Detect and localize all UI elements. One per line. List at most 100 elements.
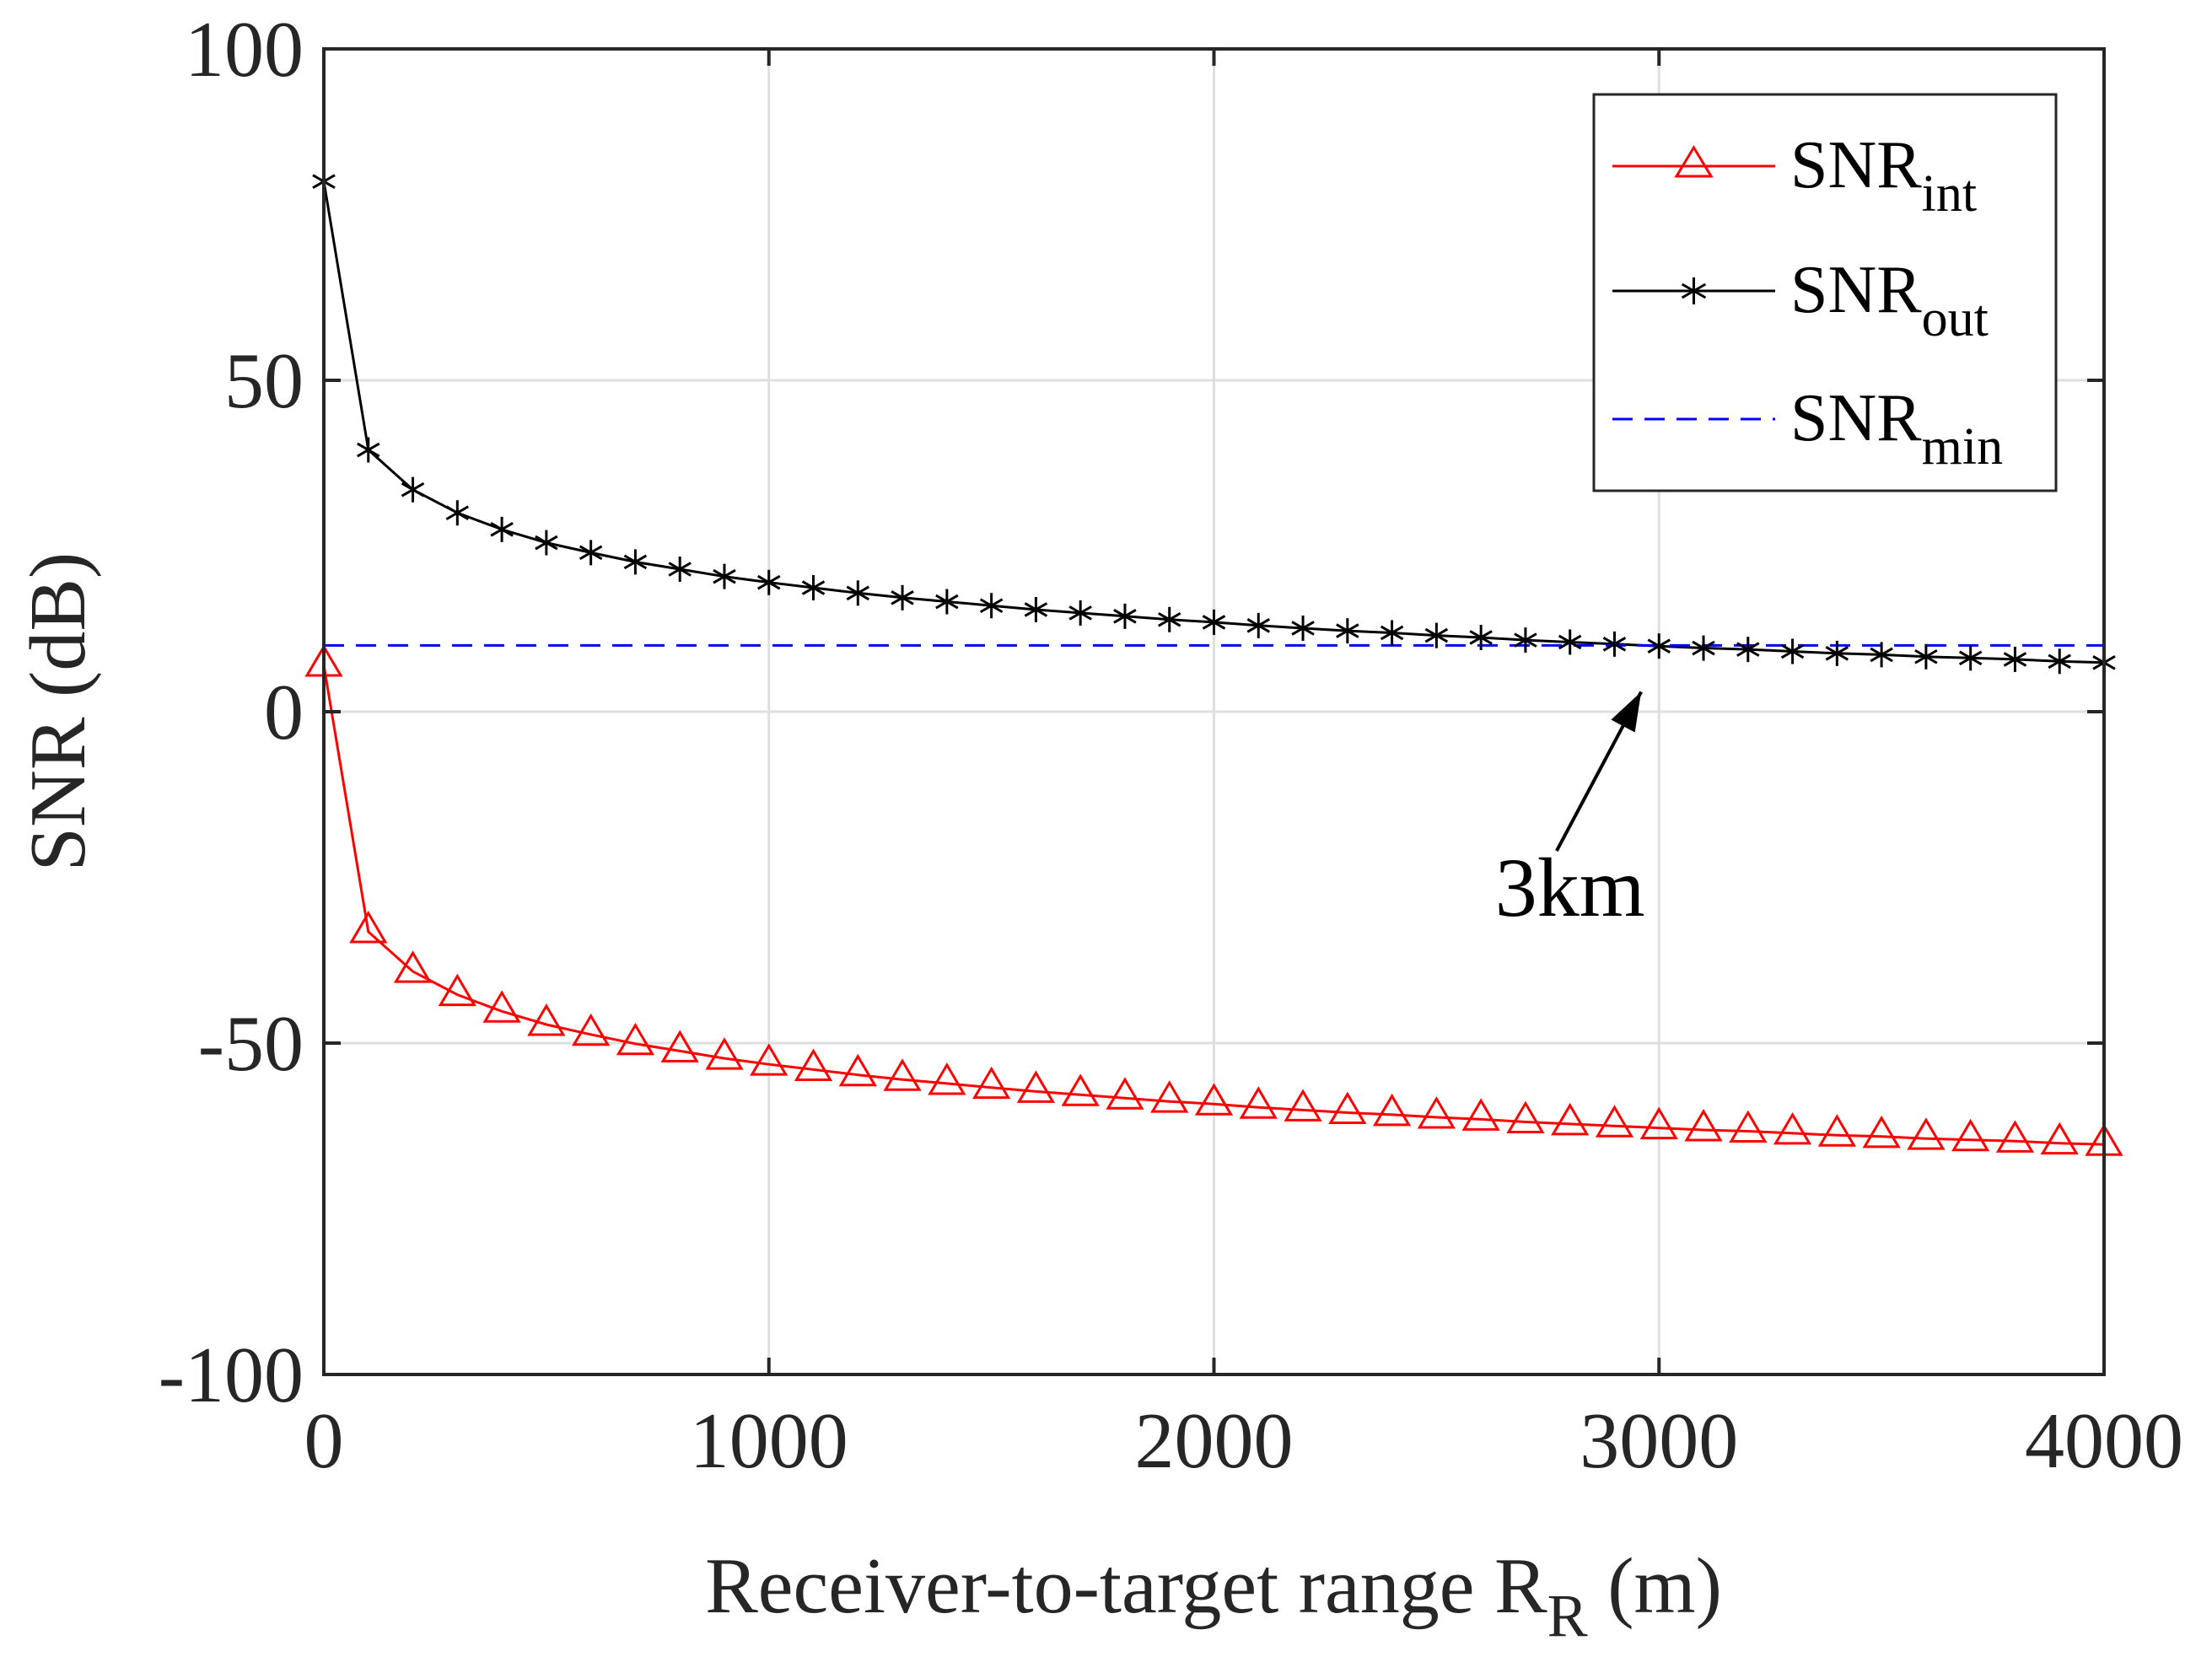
triangle-marker (1729, 1110, 1768, 1143)
legend-label-int: SNRint (1790, 128, 1977, 223)
asterisk-marker (1068, 600, 1092, 626)
triangle-marker (1773, 1111, 1812, 1145)
x-tick-label: 1000 (690, 1397, 848, 1485)
asterisk-marker (801, 575, 826, 601)
triangle-marker (1506, 1100, 1545, 1134)
y-tick-label: 50 (224, 337, 304, 425)
triangle-marker (838, 1053, 877, 1087)
annotation-arrow-head (1611, 691, 1642, 733)
triangle-marker (1284, 1089, 1322, 1122)
triangle-marker (349, 910, 388, 944)
asterisk-marker (1424, 622, 1449, 648)
triangle-marker (1907, 1117, 1946, 1150)
triangle-marker (1684, 1109, 1723, 1142)
legend-entry-min: SNRmin (1612, 381, 2003, 476)
asterisk-marker (445, 500, 470, 526)
y-tick-label: -50 (198, 1000, 304, 1088)
y-tick-label: 100 (185, 6, 304, 94)
legend-entry-out: SNRout (1612, 253, 1989, 347)
asterisk-marker (1914, 643, 1938, 670)
triangle-marker (1595, 1105, 1634, 1138)
triangle-marker (1417, 1096, 1456, 1129)
triangle-marker (1862, 1115, 1901, 1149)
x-tick-label: 2000 (1135, 1397, 1294, 1485)
asterisk-marker (1647, 633, 1671, 659)
asterisk-marker (979, 593, 1004, 619)
asterisk-marker (1380, 620, 1404, 646)
asterisk-marker (2048, 648, 2071, 675)
asterisk-marker (935, 589, 959, 615)
asterisk-marker (357, 437, 380, 463)
triangle-marker (705, 1037, 744, 1070)
marker-layer (304, 169, 2123, 1156)
triangle-marker (616, 1022, 655, 1056)
y-tick-label: 0 (264, 669, 304, 756)
asterisk-marker (1113, 603, 1137, 629)
asterisk-marker (1157, 606, 1181, 632)
asterisk-marker (1958, 645, 1983, 671)
triangle-marker (1239, 1086, 1278, 1119)
asterisk-marker (579, 540, 603, 566)
asterisk-marker (1558, 629, 1582, 655)
asterisk-marker (1870, 642, 1893, 668)
asterisk-marker (891, 584, 914, 611)
triangle-marker (660, 1030, 699, 1062)
legend-entry-int: SNRint (1612, 128, 1977, 223)
triangle-marker (1639, 1106, 1678, 1140)
triangle-marker (1817, 1114, 1856, 1147)
asterisk-marker (401, 476, 425, 503)
triangle-marker (1106, 1077, 1144, 1110)
triangle-marker (572, 1013, 611, 1046)
asterisk-marker (713, 563, 736, 589)
triangle-marker (1951, 1118, 1990, 1152)
legend-asterisk-icon (1681, 277, 1707, 304)
ticks: 0 1000 2000 3000 4000 100 50 0 -50 -100 (159, 6, 2183, 1485)
asterisk-marker (1692, 635, 1715, 661)
triangle-marker (1328, 1091, 1367, 1125)
triangle-marker (1061, 1073, 1100, 1106)
asterisk-marker (490, 516, 514, 542)
triangle-marker (928, 1062, 966, 1095)
legend-box (1592, 93, 2058, 492)
x-tick-label: 4000 (2025, 1397, 2183, 1485)
asterisk-marker (1202, 609, 1226, 635)
asterisk-marker (757, 569, 781, 595)
triangle-marker (750, 1043, 788, 1076)
triangle-marker (482, 990, 521, 1023)
legend-triangle-icon (1674, 145, 1714, 178)
triangle-marker (883, 1058, 922, 1091)
triangle-marker (1995, 1120, 2035, 1153)
triangle-marker (1372, 1093, 1412, 1127)
series-line-int (324, 664, 2104, 1146)
asterisk-marker (623, 549, 648, 575)
x-axis-label: Receiver-to-target range RR (m) (705, 1542, 1722, 1649)
asterisk-marker (535, 530, 558, 556)
annotation-layer: 3km (1495, 691, 1645, 934)
asterisk-marker (1024, 596, 1048, 622)
asterisk-marker (668, 557, 692, 583)
asterisk-marker (1825, 640, 1849, 666)
triangle-marker (972, 1066, 1011, 1100)
triangle-marker (2040, 1122, 2079, 1155)
asterisk-marker (1514, 627, 1537, 654)
legend-label-min: SNRmin (1790, 381, 2003, 476)
triangle-marker (1016, 1070, 1056, 1103)
y-tick-label: -100 (159, 1331, 304, 1419)
triangle-marker (1551, 1102, 1590, 1136)
legend-label-out: SNRout (1790, 253, 1989, 347)
asterisk-marker (1736, 637, 1760, 663)
asterisk-marker (1246, 612, 1271, 638)
asterisk-marker (1469, 624, 1493, 650)
asterisk-marker (1780, 638, 1805, 664)
asterisk-marker (1602, 631, 1627, 657)
x-tick-label: 0 (304, 1397, 344, 1485)
triangle-marker (1194, 1083, 1234, 1116)
triangle-marker (1150, 1080, 1189, 1113)
triangle-marker (1461, 1098, 1500, 1131)
asterisk-marker (2003, 646, 2027, 672)
x-tick-label: 3000 (1580, 1397, 1738, 1485)
triangle-marker (794, 1048, 833, 1081)
triangle-marker (393, 950, 433, 983)
legend: SNRint SNRout SNRmin (1592, 93, 2058, 492)
